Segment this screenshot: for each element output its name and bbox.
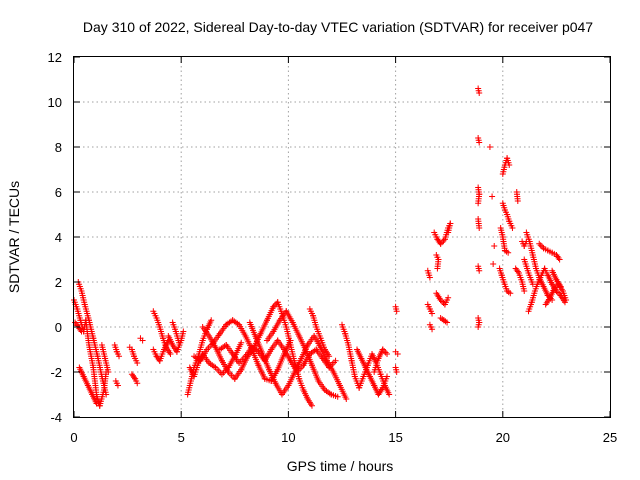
data-point [506,162,513,168]
data-point [96,398,103,405]
data-point [445,294,452,301]
x-axis-tick-labels: 0 5 10 15 20 25 [70,430,617,445]
data-point [429,326,436,333]
y-axis-tick-labels: -4 -2 0 2 4 6 8 10 12 [48,50,62,425]
data-point [393,369,400,375]
y-tick-label: 4 [55,230,62,245]
x-tick-label: 15 [388,430,402,445]
y-axis-title: SDTVAR / TECUs [6,181,22,293]
data-point [105,369,112,375]
data-point [489,193,496,200]
data-point [556,256,563,263]
y-tick-label: 10 [48,95,62,110]
x-tick-label: 25 [603,430,617,445]
data-point [426,274,433,281]
data-point [116,353,123,360]
data-point [382,349,389,356]
y-tick-label: 6 [55,185,62,200]
data-point [476,90,483,96]
y-tick-label: 2 [55,275,62,290]
plot-frame [73,56,611,418]
data-point [134,380,141,387]
data-point [384,373,391,380]
data-point [505,249,512,256]
data-point [139,337,146,344]
x-tick-label: 10 [281,430,295,445]
data-point [529,281,536,288]
y-tick-label: 12 [48,50,62,65]
data-point [394,351,401,357]
y-tick-label: -4 [50,410,62,425]
data-point [332,357,339,364]
data-point [475,324,482,330]
x-tick-label: 5 [178,430,185,445]
data-point [326,353,333,360]
data-point [509,225,516,231]
x-tick-label: 0 [70,430,77,445]
data-point [476,139,483,146]
data-point [491,243,498,249]
data-point [539,243,546,250]
data-point [393,308,400,315]
data-point [536,240,543,247]
data-point [514,198,521,204]
data-point [521,288,528,294]
data-point [444,319,451,326]
data-point [537,242,544,249]
axis-ticks [73,56,611,418]
data-point [343,396,350,402]
y-tick-label: 8 [55,140,62,155]
y-tick-label: 0 [55,320,62,335]
data-point [507,290,514,297]
data-point [167,351,174,357]
data-point [445,229,452,236]
data-point [334,393,341,400]
data-point [238,339,245,346]
data-point [384,351,391,357]
data-point [486,144,493,150]
data-point [78,328,85,335]
data-point [208,317,215,324]
data-point [386,391,393,398]
data-point [176,339,183,346]
x-tick-label: 20 [496,430,510,445]
data-point [429,310,436,317]
x-axis-title: GPS time / hours [287,458,394,474]
data-point [475,200,482,207]
data-point [434,265,441,272]
data-point [476,225,483,231]
data-point [180,328,187,335]
y-tick-label: -2 [50,365,62,380]
data-point [103,391,110,398]
data-point [134,360,141,366]
data-point [308,402,315,409]
data-points [71,85,570,409]
chart-title: Day 310 of 2022, Sidereal Day-to-day VTE… [83,19,593,35]
data-point [114,382,121,389]
data-point [563,297,570,303]
data-point [490,261,497,267]
data-point [557,283,564,290]
data-point [476,267,483,274]
